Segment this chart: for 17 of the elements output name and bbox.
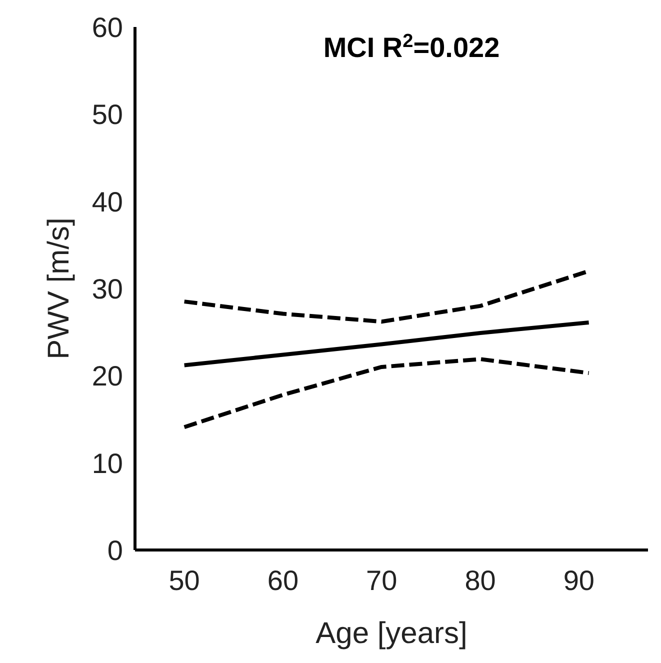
y-tick-label: 40 xyxy=(92,186,123,218)
y-tick-label: 60 xyxy=(92,12,123,43)
chart-title: MCI R$^{2}$=0.022 xyxy=(323,30,500,63)
x-tick-label: 90 xyxy=(563,564,595,596)
y-axis-title: PWV [m/s] xyxy=(42,218,76,360)
y-tick-label: 10 xyxy=(92,448,123,479)
x-tick-label: 60 xyxy=(267,564,299,596)
x-tick-label: 80 xyxy=(464,564,496,596)
y-tick-label: 0 xyxy=(107,534,123,566)
x-tick-label: 70 xyxy=(366,564,398,596)
y-tick-label: 50 xyxy=(92,99,123,130)
y-tick-label: 20 xyxy=(92,360,123,392)
x-tick-label: 50 xyxy=(168,564,200,596)
x-axis-title: Age [years] xyxy=(316,617,468,650)
line-series xyxy=(182,320,591,368)
y-tick-label: 30 xyxy=(92,273,123,304)
line-series xyxy=(182,357,591,430)
